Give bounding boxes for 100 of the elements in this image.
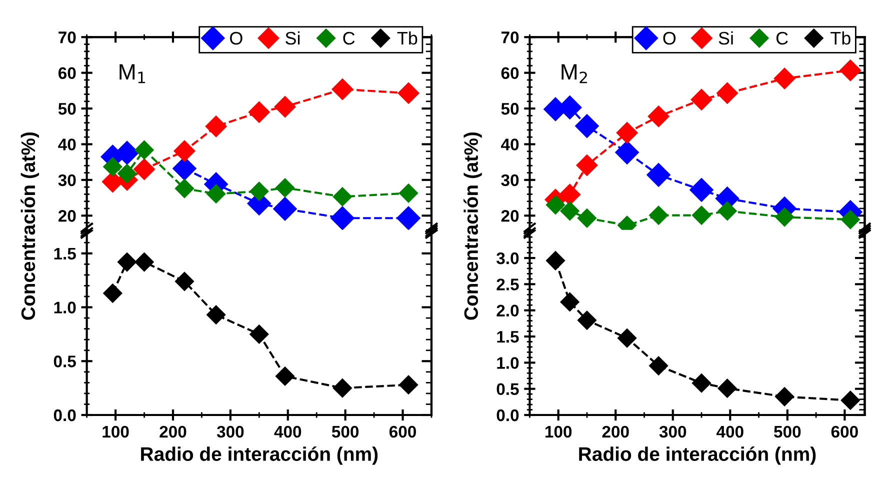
point: [330, 206, 354, 230]
legend-label: O: [663, 32, 676, 45]
point: [840, 390, 860, 410]
point: [250, 324, 269, 344]
point: [398, 184, 418, 203]
x-tick-label: 400: [716, 426, 744, 438]
legend-label: Tb: [397, 31, 418, 45]
point: [248, 101, 270, 123]
point: [134, 252, 154, 272]
point: [103, 157, 122, 176]
y-tick-label: 1.0: [497, 357, 519, 369]
y-tick-label: 60: [501, 67, 519, 80]
point: [398, 375, 418, 394]
y-tick-label: 20: [501, 210, 519, 222]
x-tick-label: 200: [160, 426, 186, 438]
y-tick-label: 2.5: [496, 278, 519, 290]
x-tick-label: 600: [389, 426, 416, 438]
y-tick-label: 3.0: [496, 252, 519, 264]
point: [118, 252, 137, 272]
point: [275, 178, 295, 198]
y-tick-label: 1.0: [54, 302, 76, 314]
point: [134, 140, 154, 160]
x-tick-label: 100: [545, 426, 572, 438]
point: [118, 164, 137, 184]
point: [692, 374, 712, 393]
point: [775, 208, 794, 227]
point: [560, 201, 580, 221]
point: [690, 178, 714, 202]
x-tick-label: 500: [774, 426, 801, 438]
point: [649, 356, 668, 376]
point: [273, 196, 297, 221]
y-tick-label: 20: [58, 210, 76, 222]
point: [332, 78, 354, 100]
annotation: M$_{1}$: [120, 64, 146, 84]
point: [205, 116, 227, 138]
point: [174, 178, 194, 198]
y-tick-label: 0.5: [54, 356, 76, 368]
point: [274, 96, 296, 118]
x-tick-label: 300: [659, 426, 686, 438]
point: [615, 140, 639, 164]
y-tick-label: 1.5: [497, 331, 519, 343]
point: [718, 201, 737, 221]
y-tick-label: 0.5: [496, 383, 519, 396]
point: [250, 182, 269, 201]
point: [103, 284, 122, 303]
point: [575, 114, 599, 138]
point: [332, 187, 352, 206]
y-tick-label: 30: [58, 174, 76, 186]
legend-label: Si: [286, 31, 300, 45]
point: [332, 378, 352, 398]
point: [275, 366, 295, 386]
y-tick-label: 1.5: [54, 248, 76, 260]
point: [649, 206, 668, 225]
x-tick-label: 400: [274, 426, 302, 438]
point: [774, 68, 796, 90]
y-tick-label: 50: [501, 102, 519, 115]
point: [559, 184, 581, 206]
legend-label: C: [776, 32, 788, 45]
point: [616, 122, 638, 144]
point: [716, 82, 738, 104]
x-tick-label: 300: [216, 426, 244, 438]
x-tick-label: 100: [102, 426, 129, 438]
point: [134, 158, 155, 180]
y-tick-label: 2.0: [496, 304, 519, 317]
point: [206, 305, 226, 324]
point: [718, 378, 737, 398]
point: [174, 272, 194, 291]
point: [840, 210, 860, 230]
y-tick-label: 40: [501, 138, 519, 150]
y-tick-label: 70: [501, 32, 519, 44]
point: [398, 82, 420, 104]
point: [577, 310, 597, 330]
y-tick-label: 60: [58, 67, 76, 80]
point: [546, 251, 566, 270]
x-tick-label: 200: [602, 426, 629, 438]
legend-label: O: [230, 32, 242, 45]
x-tick-label: 600: [831, 426, 858, 438]
x-axis-title: Radio de interacción (nm): [579, 446, 816, 465]
point: [206, 184, 226, 204]
annotation: M$_{2}$: [562, 64, 587, 84]
point: [618, 328, 637, 348]
point: [775, 387, 794, 406]
y-tick-label: 40: [58, 138, 76, 150]
point: [690, 88, 712, 110]
x-tick-label: 500: [332, 426, 359, 438]
point: [646, 163, 670, 187]
point: [692, 206, 712, 225]
legend-label: Si: [718, 31, 733, 45]
point: [396, 206, 420, 230]
y-tick-label: 30: [501, 174, 519, 186]
point: [174, 140, 196, 162]
y-tick-label: 50: [58, 102, 76, 115]
y-axis-title: Concentración (at%): [464, 132, 482, 320]
legend-label: C: [343, 32, 355, 45]
x-axis-title: Radio de interacción (nm): [141, 446, 378, 465]
point: [648, 106, 670, 128]
point: [576, 154, 598, 176]
y-tick-label: 0.0: [54, 409, 76, 422]
legend-label: Tb: [830, 31, 850, 45]
point: [546, 195, 566, 214]
